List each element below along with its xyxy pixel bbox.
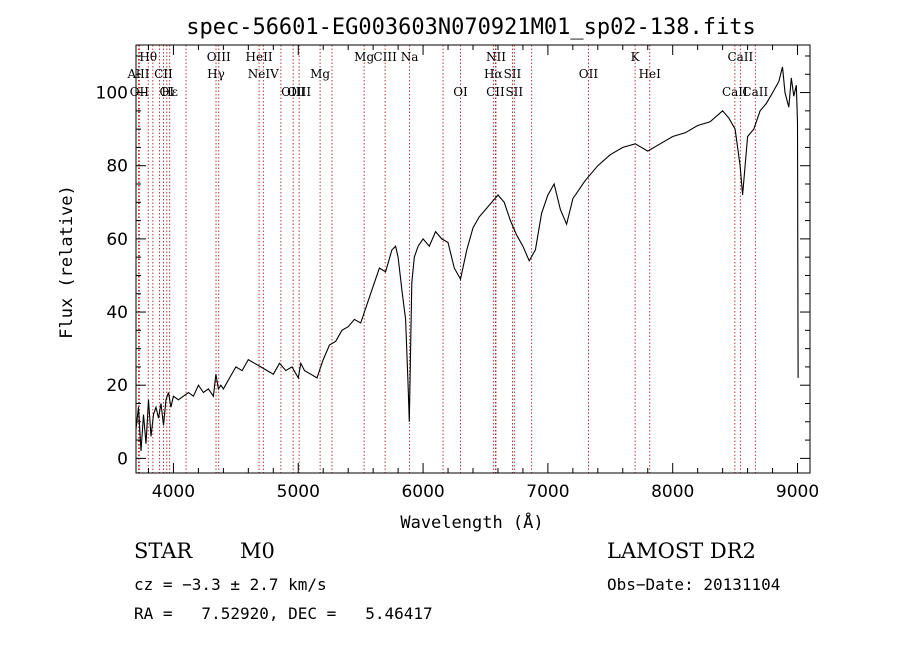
- spectral-line-label: Na: [401, 50, 419, 64]
- object-subclass: M0: [240, 539, 275, 563]
- spectral-line-label: CaII: [727, 50, 753, 64]
- spectral-line-label: Hε: [161, 85, 178, 99]
- spectral-line-label: NeIV: [248, 67, 279, 81]
- y-tick-label: 100: [96, 84, 128, 104]
- spectral-line-label: HeI: [639, 67, 662, 81]
- x-tick-label: 7000: [526, 482, 569, 502]
- spectrum-series-line: [135, 66, 799, 452]
- spectral-line-label: OII: [579, 67, 599, 81]
- spectral-line-label: CII: [154, 67, 173, 81]
- spectral-line-label: HeII: [246, 50, 273, 64]
- x-axis-label: Wavelength (Å): [400, 511, 543, 533]
- y-tick-label: 60: [106, 230, 128, 250]
- x-tick-label: 5000: [277, 482, 320, 502]
- spectral-line-label: OI: [453, 85, 468, 99]
- spectral-line-label: Hα: [484, 67, 503, 81]
- chart-title: spec-56601-EG003603N070921M01_sp02-138.f…: [186, 15, 756, 40]
- spectral-line-label: OIII: [281, 85, 305, 99]
- x-axis-ticks: 4000 5000 6000 7000 8000 9000: [147, 45, 819, 502]
- spectral-line-label: OII: [130, 85, 150, 99]
- y-tick-label: 80: [106, 157, 128, 177]
- x-tick-label: 9000: [776, 482, 819, 502]
- spectral-line-label: SII: [505, 85, 523, 99]
- survey-name: LAMOST DR2: [607, 539, 756, 563]
- y-tick-label: 20: [106, 376, 128, 396]
- spectral-line-label: CaII: [742, 85, 768, 99]
- spectral-line-label: Hθ: [139, 50, 157, 64]
- x-tick-label: 4000: [152, 482, 195, 502]
- spectral-line-markers: [138, 45, 756, 473]
- redshift-cz: cz = −3.3 ± 2.7 km/s: [134, 575, 327, 594]
- plot-frame: [135, 44, 811, 474]
- spectral-line-label: OIII: [207, 50, 231, 64]
- spectral-line-label: OIII: [287, 85, 311, 99]
- y-axis-ticks: 0 20 40 60 80 100: [96, 55, 810, 469]
- object-class: STAR: [134, 539, 193, 563]
- ra-dec: RA = 7.52920, DEC = 5.46417: [134, 604, 433, 623]
- y-axis-label: Flux (relative): [57, 185, 77, 339]
- observation-date: Obs−Date: 20131104: [607, 575, 780, 594]
- spectral-line-label: K: [631, 50, 641, 64]
- spectral-line-label: SII: [504, 67, 522, 81]
- spectral-line-label: CaII: [722, 85, 748, 99]
- x-tick-label: 8000: [651, 482, 694, 502]
- spectral-line-label: Mg: [310, 67, 330, 81]
- spectral-line-label: CII: [486, 85, 505, 99]
- spectral-line-label: Hγ: [207, 67, 225, 81]
- y-tick-label: 40: [106, 303, 128, 323]
- spectral-line-label: NII: [486, 50, 506, 64]
- x-tick-label: 6000: [401, 482, 444, 502]
- y-tick-label: 0: [117, 449, 128, 469]
- spectral-line-label: CIII: [373, 50, 397, 64]
- spectral-line-label: OI: [160, 85, 175, 99]
- spectral-line-label: Mg: [354, 50, 374, 64]
